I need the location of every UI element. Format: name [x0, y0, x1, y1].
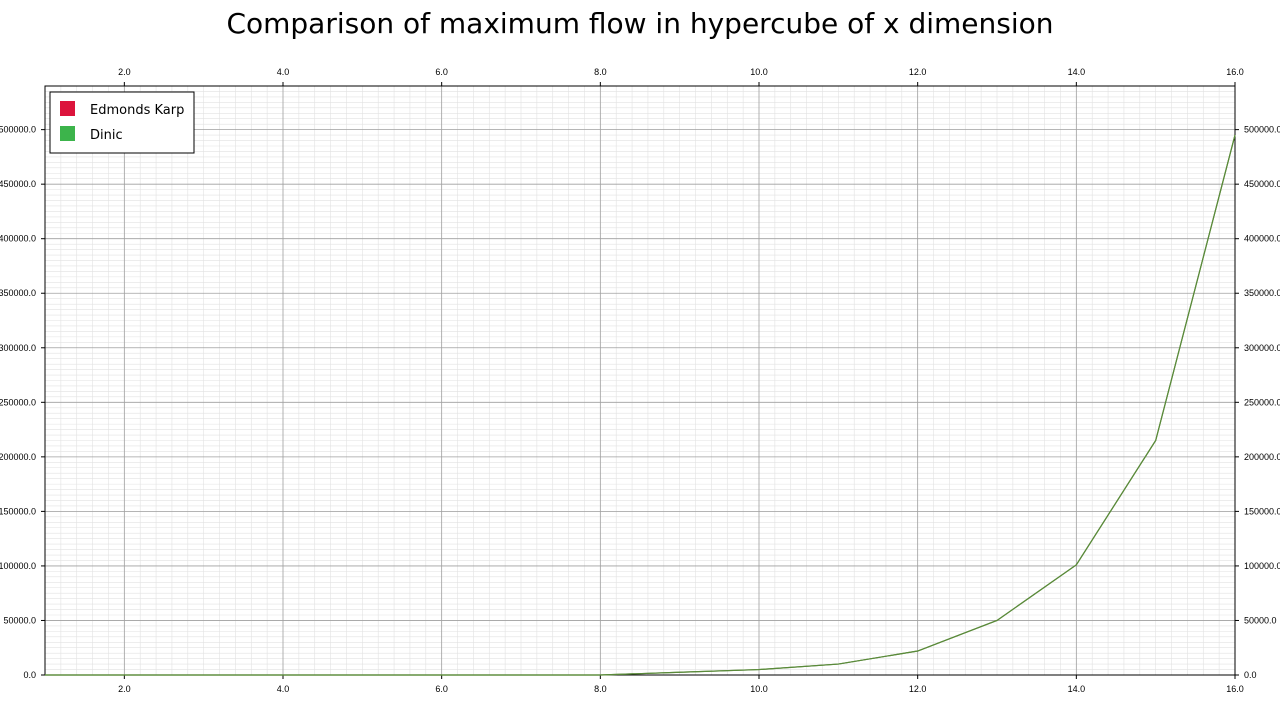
x-tick-label-bottom: 14.0 [1068, 684, 1086, 694]
x-tick-label-bottom: 16.0 [1226, 684, 1244, 694]
y-tick-label-right: 450000.0 [1244, 179, 1280, 189]
tick-layer: 2.0 2.0 4.0 4.0 6.0 6.0 8.0 8.0 10.0 10.0 12.0 12.0… [0, 67, 1280, 694]
series-line-edmonds-karp [45, 134, 1236, 676]
legend: Edmonds Karp Dinic [49, 91, 195, 154]
legend-swatch-edmonds-karp [60, 101, 75, 116]
y-tick-label-left: 350000.0 [0, 288, 36, 298]
x-tick-label-top: 12.0 [909, 67, 927, 77]
plot-frame [44, 85, 1236, 676]
y-tick-label-left: 500000.0 [0, 125, 36, 135]
x-tick-label-bottom: 10.0 [750, 684, 768, 694]
y-tick-label-left: 250000.0 [0, 397, 36, 407]
y-tick-label-right: 0.0 [1244, 670, 1257, 680]
x-tick-label-bottom: 6.0 [435, 684, 448, 694]
x-tick-label-bottom: 4.0 [277, 684, 290, 694]
series-layer [45, 134, 1236, 676]
y-tick-label-left: 300000.0 [0, 343, 36, 353]
x-tick-label-bottom: 2.0 [118, 684, 131, 694]
y-tick-label-right: 50000.0 [1244, 615, 1277, 625]
x-tick-label-bottom: 12.0 [909, 684, 927, 694]
x-tick-label-top: 10.0 [750, 67, 768, 77]
y-tick-label-left: 400000.0 [0, 234, 36, 244]
y-tick-label-left: 0.0 [23, 670, 36, 680]
grid-layer [44, 85, 1236, 676]
y-tick-label-left: 200000.0 [0, 452, 36, 462]
x-tick-label-bottom: 8.0 [594, 684, 607, 694]
x-tick-label-top: 6.0 [435, 67, 448, 77]
x-tick-label-top: 4.0 [277, 67, 290, 77]
y-tick-label-right: 500000.0 [1244, 125, 1280, 135]
y-tick-label-right: 350000.0 [1244, 288, 1280, 298]
x-tick-label-top: 14.0 [1068, 67, 1086, 77]
legend-label-dinic: Dinic [90, 128, 123, 143]
chart-title: Comparison of maximum flow in hypercube … [226, 7, 1054, 40]
y-tick-label-left: 50000.0 [3, 615, 36, 625]
y-tick-label-left: 150000.0 [0, 506, 36, 516]
y-tick-label-right: 100000.0 [1244, 561, 1280, 571]
y-tick-label-right: 250000.0 [1244, 397, 1280, 407]
y-tick-label-right: 150000.0 [1244, 506, 1280, 516]
x-tick-label-top: 16.0 [1226, 67, 1244, 77]
y-tick-label-left: 450000.0 [0, 179, 36, 189]
y-tick-label-right: 400000.0 [1244, 234, 1280, 244]
x-tick-label-top: 8.0 [594, 67, 607, 77]
legend-label-edmonds-karp: Edmonds Karp [90, 103, 184, 118]
legend-swatch-dinic [60, 126, 75, 141]
y-tick-label-right: 300000.0 [1244, 343, 1280, 353]
x-tick-label-top: 2.0 [118, 67, 131, 77]
y-tick-label-right: 200000.0 [1244, 452, 1280, 462]
series-line-dinic [45, 134, 1236, 676]
y-tick-label-left: 100000.0 [0, 561, 36, 571]
